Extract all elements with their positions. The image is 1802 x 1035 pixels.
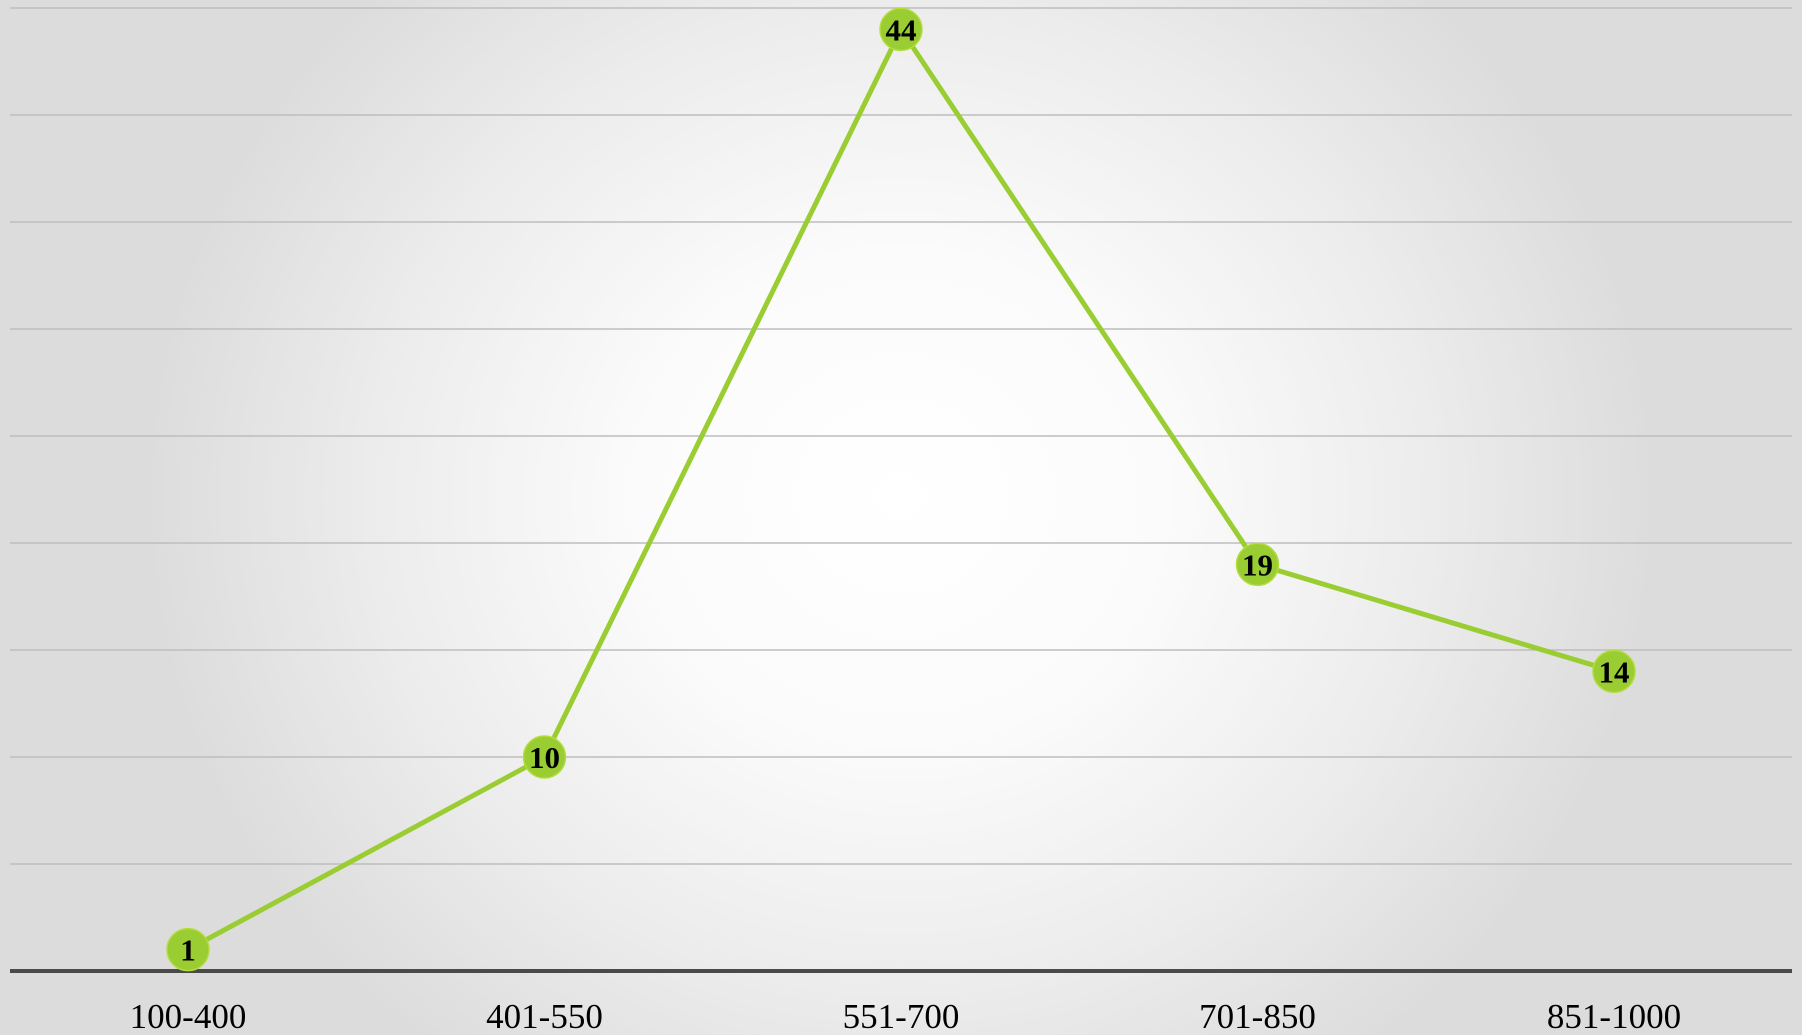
- x-tick-label: 851-1000: [1547, 997, 1681, 1035]
- x-tick-label: 551-700: [843, 997, 960, 1035]
- data-point: [879, 7, 923, 52]
- x-tick-label: 701-850: [1199, 997, 1316, 1035]
- data-point: [1592, 649, 1636, 694]
- data-label: 1: [180, 933, 196, 968]
- data-point: [1235, 542, 1280, 587]
- series-line: [185, 26, 1617, 953]
- data-label: 44: [886, 12, 917, 47]
- x-axis-tick-labels: 100-400 401-550 551-700 701-850 851-1000: [130, 997, 1681, 1035]
- data-label: 14: [1599, 654, 1630, 689]
- data-label: 19: [1242, 547, 1273, 582]
- data-point: [166, 927, 210, 972]
- data-point: [522, 735, 567, 779]
- x-tick-label: 401-550: [486, 997, 603, 1035]
- gridlines: [10, 7, 1792, 865]
- x-tick-label: 100-400: [130, 997, 247, 1035]
- data-markers: 1 10 44 19 14: [166, 7, 1636, 972]
- data-label: 10: [529, 740, 560, 775]
